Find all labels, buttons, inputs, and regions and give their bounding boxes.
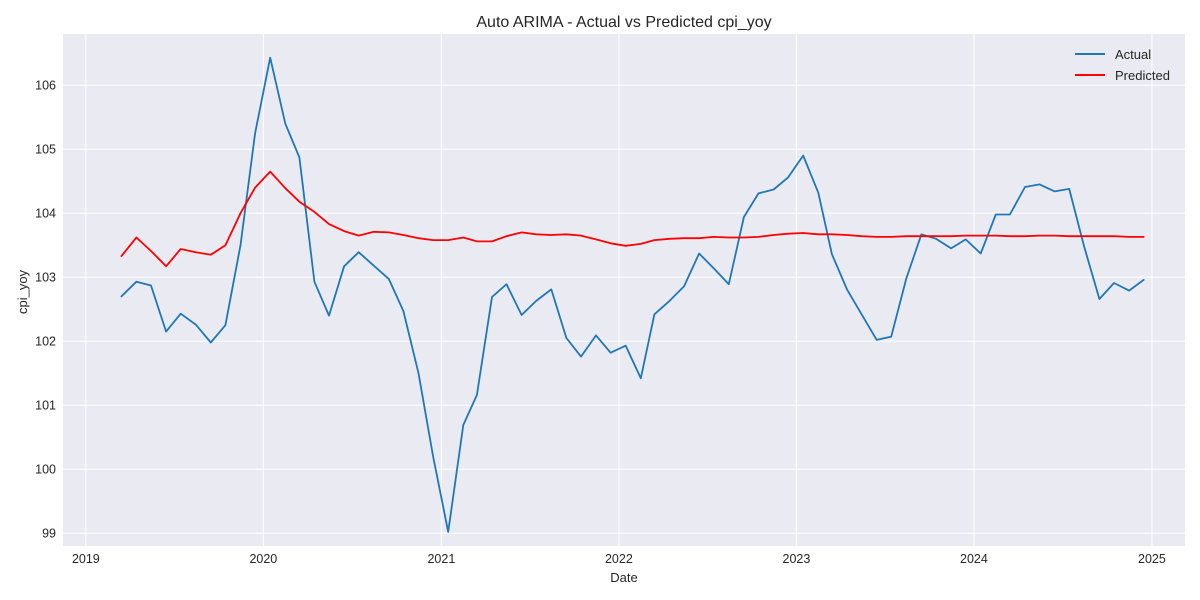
x-tick-labels: 2019 2020 2021 2022 2023 2024 2025	[72, 552, 1166, 566]
x-tick-label: 2023	[783, 552, 811, 566]
y-tick-label: 105	[35, 143, 56, 157]
y-tick-label: 100	[35, 463, 56, 477]
plot-area	[63, 34, 1185, 546]
x-axis-label: Date	[610, 570, 637, 585]
x-tick-label: 2020	[249, 552, 277, 566]
y-tick-label: 104	[35, 207, 56, 221]
x-tick-label: 2025	[1138, 552, 1166, 566]
y-tick-label: 103	[35, 271, 56, 285]
x-tick-label: 2022	[605, 552, 633, 566]
legend-label-actual: Actual	[1115, 47, 1151, 62]
x-tick-label: 2024	[960, 552, 988, 566]
chart-title: Auto ARIMA - Actual vs Predicted cpi_yoy	[476, 14, 771, 31]
x-tick-label: 2021	[427, 552, 455, 566]
legend-label-predicted: Predicted	[1115, 68, 1170, 83]
y-tick-label: 99	[42, 527, 56, 541]
gridlines	[63, 34, 1185, 546]
series-line-predicted	[120, 170, 1145, 268]
x-tick-label: 2019	[72, 552, 100, 566]
series-line-actual	[120, 56, 1145, 533]
series-lines	[120, 56, 1145, 533]
y-axis-label: cpi_yoy	[15, 269, 30, 314]
y-tick-label: 101	[35, 399, 56, 413]
y-tick-label: 106	[35, 79, 56, 93]
y-tick-label: 102	[35, 335, 56, 349]
y-tick-labels: 99 100 101 102 103 104 105 106	[35, 79, 56, 541]
legend: Actual Predicted	[1075, 47, 1170, 83]
